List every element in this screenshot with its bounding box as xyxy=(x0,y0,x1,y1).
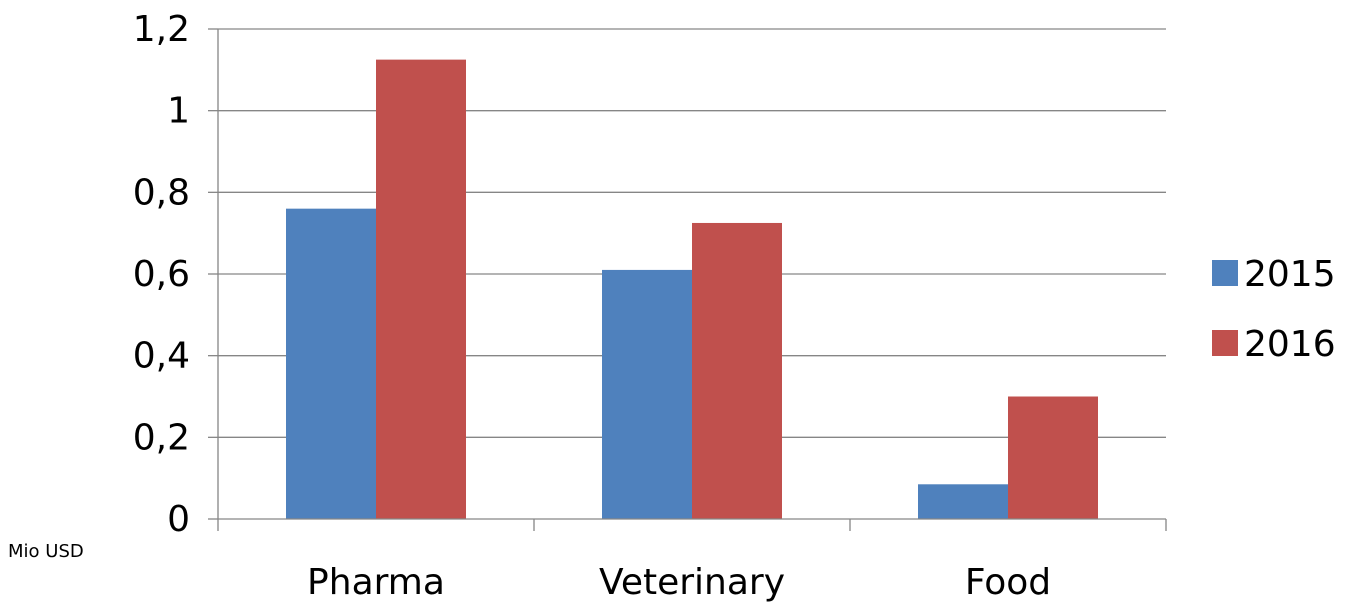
axes xyxy=(208,28,1167,531)
y-tick-label: 0,4 xyxy=(133,336,190,377)
category-label: Veterinary xyxy=(599,562,785,603)
legend-label-2015: 2015 xyxy=(1244,254,1336,295)
y-tick-label: 1,2 xyxy=(133,9,190,50)
y-tick-label: 1 xyxy=(167,91,190,132)
bar-2016-veterinary xyxy=(692,222,782,520)
category-label: Pharma xyxy=(307,562,445,603)
legend: 2015 2016 xyxy=(1212,254,1336,365)
bar-2015-food xyxy=(918,484,1008,519)
y-tick-label: 0,6 xyxy=(133,254,190,295)
bar-2016-pharma xyxy=(376,59,466,519)
bar-2015-veterinary xyxy=(602,269,692,519)
category-label: Food xyxy=(965,562,1051,603)
category-labels: Pharma Veterinary Food xyxy=(307,562,1051,603)
legend-swatch-2015 xyxy=(1212,260,1238,286)
bar-2016-food xyxy=(1008,396,1098,519)
legend-label-2016: 2016 xyxy=(1244,324,1336,365)
y-tick-label: 0,2 xyxy=(133,417,190,458)
y-tick-label: 0,8 xyxy=(133,172,190,213)
bars xyxy=(286,59,1098,520)
y-tick-labels: 0 0,2 0,4 0,6 0,8 1 1,2 xyxy=(133,9,190,540)
unit-label: Mio USD xyxy=(8,541,84,562)
legend-swatch-2016 xyxy=(1212,330,1238,356)
bar-2015-pharma xyxy=(286,208,376,519)
y-tick-label: 0 xyxy=(167,499,190,540)
